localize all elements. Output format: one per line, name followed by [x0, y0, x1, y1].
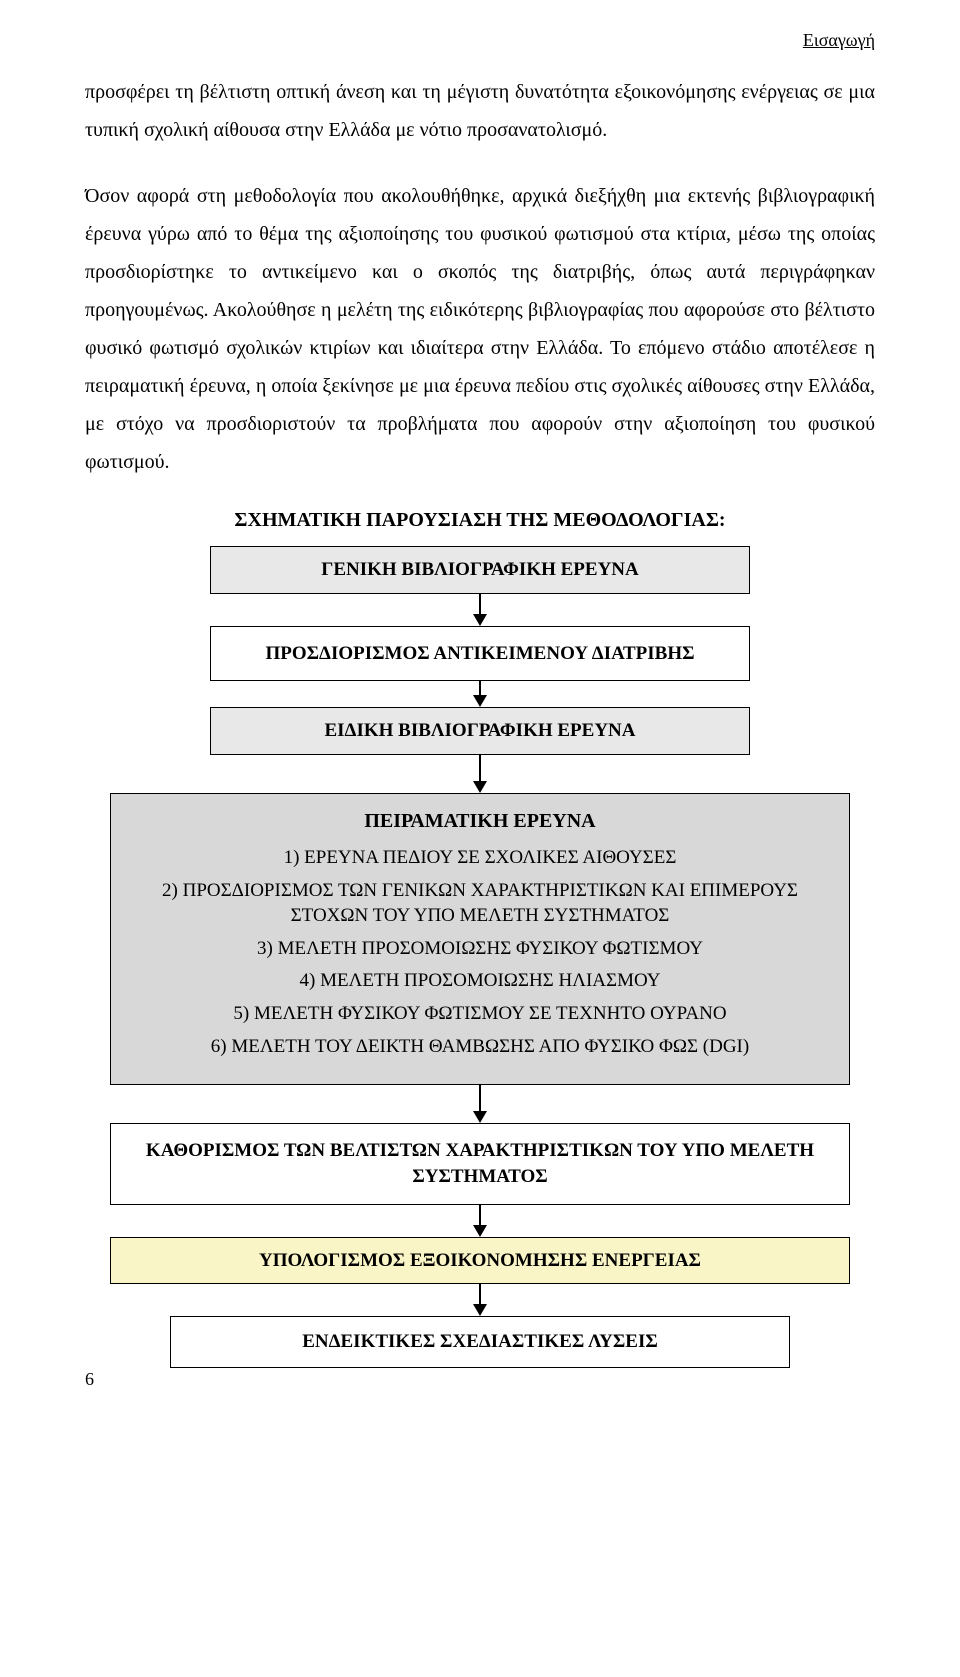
- flow-box-specific-literature: ΕΙΔΙΚΗ ΒΙΒΛΙΟΓΡΑΦΙΚΗ ΕΡΕΥΝΑ: [210, 707, 750, 755]
- flow-box-energy-savings: ΥΠΟΛΟΓΙΣΜΟΣ ΕΞΟΙΚΟΝΟΜΗΣΗΣ ΕΝΕΡΓΕΙΑΣ: [110, 1237, 850, 1285]
- body-paragraph-1: προσφέρει τη βέλτιστη οπτική άνεση και τ…: [85, 73, 875, 149]
- diagram-title: ΣΧΗΜΑΤΙΚΗ ΠΑΡΟΥΣΙΑΣΗ ΤΗΣ ΜΕΘΟΔΟΛΟΓΙΑΣ:: [85, 509, 875, 532]
- flow-box-label: ΠΡΟΣΔΙΟΡΙΣΜΟΣ ΑΝΤΙΚΕΙΜΕΝΟΥ ΔΙΑΤΡΙΒΗΣ: [265, 643, 694, 664]
- header-section-label: Εισαγωγή: [85, 30, 875, 51]
- flow-box-item: 2) ΠΡΟΣΔΙΟΡΙΣΜΟΣ ΤΩΝ ΓΕΝΙΚΩΝ ΧΑΡΑΚΤΗΡΙΣΤ…: [125, 878, 835, 929]
- flow-box-label: ΚΑΘΟΡΙΣΜΟΣ ΤΩΝ ΒΕΛΤΙΣΤΩΝ ΧΑΡΑΚΤΗΡΙΣΤΙΚΩΝ…: [146, 1140, 814, 1187]
- flow-box-item: 1) ΕΡΕΥΝΑ ΠΕΔΙΟΥ ΣΕ ΣΧΟΛΙΚΕΣ ΑΙΘΟΥΣΕΣ: [125, 845, 835, 871]
- flow-box-scope-definition: ΠΡΟΣΔΙΟΡΙΣΜΟΣ ΑΝΤΙΚΕΙΜΕΝΟΥ ΔΙΑΤΡΙΒΗΣ: [210, 626, 750, 682]
- arrow-down-icon: [470, 755, 490, 793]
- arrow-down-icon: [470, 594, 490, 626]
- page-number: 6: [85, 1369, 94, 1390]
- flow-box-general-literature: ΓΕΝΙΚΗ ΒΙΒΛΙΟΓΡΑΦΙΚΗ ΕΡΕΥΝΑ: [210, 546, 750, 594]
- methodology-flowchart: ΓΕΝΙΚΗ ΒΙΒΛΙΟΓΡΑΦΙΚΗ ΕΡΕΥΝΑ ΠΡΟΣΔΙΟΡΙΣΜΟ…: [85, 546, 875, 1368]
- flow-box-label: ΕΝΔΕΙΚΤΙΚΕΣ ΣΧΕΔΙΑΣΤΙΚΕΣ ΛΥΣΕΙΣ: [302, 1331, 658, 1352]
- flow-box-label: ΥΠΟΛΟΓΙΣΜΟΣ ΕΞΟΙΚΟΝΟΜΗΣΗΣ ΕΝΕΡΓΕΙΑΣ: [259, 1250, 701, 1271]
- arrow-down-icon: [470, 681, 490, 707]
- arrow-down-icon: [470, 1085, 490, 1123]
- flow-box-optimal-characteristics: ΚΑΘΟΡΙΣΜΟΣ ΤΩΝ ΒΕΛΤΙΣΤΩΝ ΧΑΡΑΚΤΗΡΙΣΤΙΚΩΝ…: [110, 1123, 850, 1204]
- flow-box-label: ΓΕΝΙΚΗ ΒΙΒΛΙΟΓΡΑΦΙΚΗ ΕΡΕΥΝΑ: [321, 559, 639, 580]
- arrow-down-icon: [470, 1205, 490, 1237]
- page-container: Εισαγωγή προσφέρει τη βέλτιστη οπτική άν…: [0, 0, 960, 1408]
- body-paragraph-2: Όσον αφορά στη μεθοδολογία που ακολουθήθ…: [85, 177, 875, 481]
- flow-box-item: 3) ΜΕΛΕΤΗ ΠΡΟΣΟΜΟΙΩΣΗΣ ΦΥΣΙΚΟΥ ΦΩΤΙΣΜΟΥ: [125, 936, 835, 962]
- flow-box-experimental-research: ΠΕΙΡΑΜΑΤΙΚΗ ΕΡΕΥΝΑ 1) ΕΡΕΥΝΑ ΠΕΔΙΟΥ ΣΕ Σ…: [110, 793, 850, 1085]
- flow-box-item: 6) ΜΕΛΕΤΗ ΤΟΥ ΔΕΙΚΤΗ ΘΑΜΒΩΣΗΣ ΑΠΟ ΦΥΣΙΚΟ…: [125, 1034, 835, 1060]
- flow-box-label: ΕΙΔΙΚΗ ΒΙΒΛΙΟΓΡΑΦΙΚΗ ΕΡΕΥΝΑ: [324, 720, 635, 741]
- flow-box-design-solutions: ΕΝΔΕΙΚΤΙΚΕΣ ΣΧΕΔΙΑΣΤΙΚΕΣ ΛΥΣΕΙΣ: [170, 1316, 790, 1368]
- arrow-down-icon: [470, 1284, 490, 1316]
- flow-box-item: 5) ΜΕΛΕΤΗ ΦΥΣΙΚΟΥ ΦΩΤΙΣΜΟΥ ΣΕ ΤΕΧΝΗΤΟ ΟΥ…: [125, 1001, 835, 1027]
- flow-box-title: ΠΕΙΡΑΜΑΤΙΚΗ ΕΡΕΥΝΑ: [125, 808, 835, 835]
- flow-box-item: 4) ΜΕΛΕΤΗ ΠΡΟΣΟΜΟΙΩΣΗΣ ΗΛΙΑΣΜΟΥ: [125, 968, 835, 994]
